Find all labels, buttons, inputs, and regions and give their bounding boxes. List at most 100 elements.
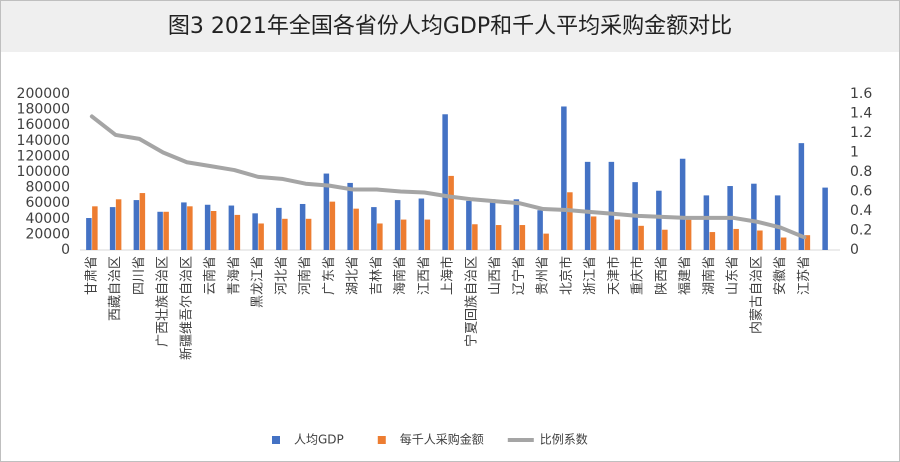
- x-tick-label: 云南省: [202, 256, 218, 295]
- bar: [157, 211, 163, 250]
- bar: [703, 195, 710, 250]
- x-tick-label: 海南省: [392, 256, 408, 295]
- x-tick-label: 江西省: [417, 256, 432, 295]
- bar: [513, 199, 520, 250]
- bar: [347, 182, 353, 250]
- bar: [258, 223, 264, 250]
- bar: [638, 225, 644, 250]
- bar: [139, 193, 146, 250]
- x-tick-label: 河南省: [297, 256, 313, 295]
- bar: [733, 228, 739, 250]
- bar: [679, 158, 686, 250]
- bar: [584, 161, 591, 250]
- bar: [181, 202, 187, 250]
- bar: [751, 183, 757, 250]
- legend-label: 比例系数: [540, 432, 588, 447]
- y-tick-label: 160000: [17, 117, 70, 133]
- x-tick-label: 天津市: [606, 256, 622, 295]
- y-tick-label: 60000: [25, 195, 70, 211]
- y-tick-label: 20000: [25, 226, 70, 242]
- y2-tick-label: 1: [850, 145, 859, 161]
- x-tick-label: 贵州省: [536, 256, 551, 295]
- x-tick-label: 宁夏回族自治区: [463, 256, 479, 347]
- x-tick-label: 新疆维吾尔自治区: [178, 256, 194, 360]
- bar: [418, 198, 425, 250]
- x-tick-label: 福建省: [678, 256, 693, 295]
- y2-tick-label: 0.2: [850, 223, 872, 239]
- bar: [561, 106, 567, 250]
- bar: [424, 219, 431, 250]
- bar: [92, 206, 98, 250]
- x-tick-label: 西藏自治区: [108, 256, 123, 321]
- x-tick-label: 安徽省: [773, 256, 788, 295]
- bar: [804, 235, 811, 250]
- bar: [822, 187, 828, 250]
- x-tick-label: 河北省: [274, 256, 289, 295]
- bar: [472, 224, 478, 250]
- bar: [489, 199, 496, 250]
- bar: [495, 225, 502, 250]
- bar: [187, 206, 193, 250]
- bar: [371, 207, 377, 250]
- bar: [329, 201, 336, 250]
- bar: [86, 218, 92, 250]
- bar: [590, 216, 597, 250]
- title-bar: [1, 1, 899, 52]
- bar: [774, 195, 781, 250]
- bar: [448, 175, 454, 250]
- bar: [323, 173, 330, 250]
- bar: [394, 200, 401, 250]
- bar: [210, 211, 217, 250]
- bar: [234, 214, 241, 250]
- bar: [252, 213, 258, 250]
- y-tick-label: 140000: [17, 133, 70, 149]
- x-tick-label: 上海市: [440, 256, 456, 295]
- bar: [115, 199, 122, 250]
- x-tick-label: 内蒙古自治区: [748, 256, 764, 334]
- bar: [519, 225, 526, 250]
- bar: [442, 114, 448, 250]
- x-tick-label: 广东省: [322, 256, 337, 295]
- bar: [780, 237, 787, 250]
- bar: [656, 190, 662, 250]
- y-tick-label: 120000: [17, 148, 70, 164]
- bar: [400, 219, 407, 250]
- y2-tick-label: 0.4: [850, 203, 872, 219]
- bar: [133, 200, 140, 250]
- y-tick-label: 180000: [17, 102, 70, 118]
- bar: [798, 143, 805, 250]
- legend-swatch: [272, 436, 280, 444]
- x-tick-label: 重庆市: [630, 256, 646, 295]
- x-tick-label: 北京市: [558, 256, 574, 295]
- x-tick-label: 江苏省: [796, 256, 812, 295]
- y2-tick-label: 0: [850, 242, 859, 258]
- y-tick-label: 80000: [25, 180, 70, 196]
- chart-title: 图3 2021年全国各省份人均GDP和千人平均采购金额对比: [168, 14, 732, 39]
- x-tick-label: 湖北省: [346, 256, 361, 295]
- y2-tick-label: 0.6: [850, 184, 872, 200]
- x-tick-label: 广西壮族自治区: [155, 256, 171, 347]
- bar: [204, 204, 211, 250]
- y2-tick-label: 0.8: [850, 164, 872, 180]
- x-tick-label: 山西省: [488, 256, 503, 295]
- bar: [353, 208, 359, 250]
- y2-tick-label: 1.6: [850, 86, 872, 102]
- bar: [305, 218, 312, 250]
- bar: [567, 192, 573, 250]
- legend-label: 人均GDP: [294, 433, 344, 447]
- y-tick-label: 0: [61, 242, 70, 258]
- legend-label: 每千人采购金额: [400, 432, 484, 447]
- legend-swatch: [377, 436, 386, 444]
- bar: [662, 229, 668, 250]
- bar: [299, 203, 306, 250]
- x-tick-label: 黑龙江省: [251, 256, 266, 308]
- bar: [543, 233, 549, 250]
- x-tick-label: 陕西省: [654, 256, 669, 295]
- bar: [109, 207, 116, 250]
- bar: [276, 207, 282, 250]
- bar: [709, 232, 716, 250]
- x-tick-label: 辽宁省: [511, 256, 527, 295]
- x-tick-label: 山东省: [726, 256, 741, 295]
- y-tick-label: 100000: [17, 164, 70, 180]
